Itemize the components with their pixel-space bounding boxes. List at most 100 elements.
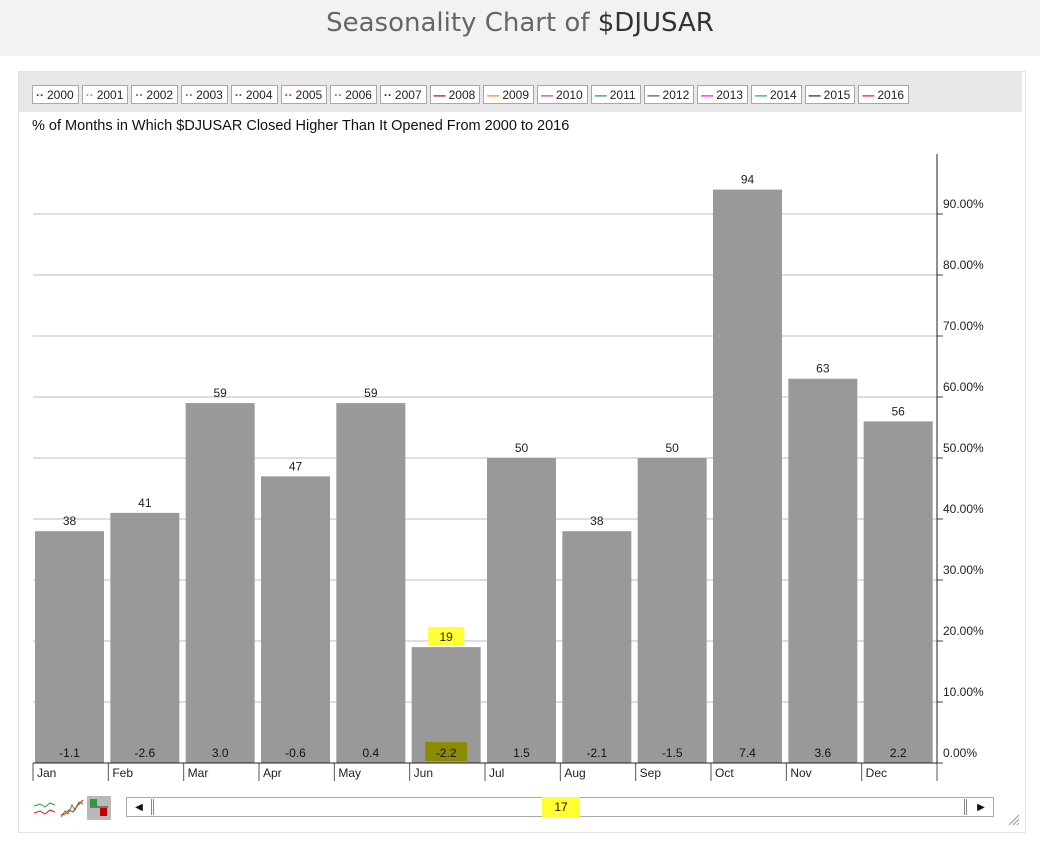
avg-change-label: -1.1 xyxy=(59,746,80,760)
legend-swatch-icon: ·· xyxy=(383,87,392,102)
legend-item-2000[interactable]: ·· 2000 xyxy=(32,85,79,104)
scroll-left-arrow-icon[interactable]: ◀ xyxy=(135,801,143,813)
scroll-right-arrow-icon[interactable]: ▶ xyxy=(977,801,985,813)
y-tick-label: 60.00% xyxy=(943,380,984,394)
bar xyxy=(713,189,782,764)
legend-label: 2009 xyxy=(502,87,530,102)
legend-item-2007[interactable]: ·· 2007 xyxy=(379,85,427,104)
legend-swatch-icon: — xyxy=(594,87,607,102)
bar xyxy=(788,378,858,763)
bar xyxy=(110,512,180,763)
highlight-box xyxy=(428,627,465,646)
line-chart-icon[interactable] xyxy=(32,796,56,820)
bar xyxy=(35,531,104,763)
legend-swatch-icon: ·· xyxy=(284,87,293,102)
symbol-text: $DJUSAR xyxy=(597,8,714,38)
x-tick-label: Jul xyxy=(489,766,504,780)
legend-item-2006[interactable]: ·· 2006 xyxy=(330,85,377,104)
legend-item-2002[interactable]: ·· 2002 xyxy=(131,85,179,104)
legend-swatch-icon: — xyxy=(541,87,554,102)
legend-label: 2006 xyxy=(345,87,372,102)
avg-change-label: 3.0 xyxy=(212,746,229,760)
bar-value-label: 47 xyxy=(289,459,303,473)
page-title: Seasonality Chart of $DJUSAR xyxy=(326,8,714,38)
avg-change-label: -2.2 xyxy=(436,746,457,760)
legend-swatch-icon: ·· xyxy=(36,87,44,102)
x-tick-label: May xyxy=(338,766,361,780)
legend-item-2011[interactable]: —2011 xyxy=(590,85,641,104)
legend-label: 2005 xyxy=(295,87,323,102)
legend-item-2016[interactable]: —2016 xyxy=(858,85,910,104)
legend-item-2015[interactable]: —2015 xyxy=(804,85,856,104)
highlight-box xyxy=(425,742,468,761)
bar xyxy=(637,458,707,763)
page-header: Seasonality Chart of $DJUSAR xyxy=(0,0,1040,56)
bar xyxy=(185,403,255,763)
legend-label: 2002 xyxy=(146,87,174,102)
legend-item-2009[interactable]: —2009 xyxy=(483,85,535,104)
y-tick-label: 70.00% xyxy=(943,319,984,333)
legend-item-2013[interactable]: —2013 xyxy=(697,85,748,104)
legend-label: 2003 xyxy=(196,87,223,102)
bar xyxy=(487,458,556,763)
legend-label: 2008 xyxy=(448,87,476,102)
y-tick-label: 80.00% xyxy=(943,258,984,272)
legend-label: 2015 xyxy=(823,87,851,102)
legend-item-2004[interactable]: ·· 2004 xyxy=(230,85,278,104)
resize-grip-icon[interactable] xyxy=(1006,812,1020,826)
y-tick-label: 10.00% xyxy=(943,685,984,699)
legend-swatch-icon: ·· xyxy=(185,87,194,102)
legend-label: 2014 xyxy=(769,87,797,102)
bar-value-label: 50 xyxy=(665,441,679,455)
legend-item-2001[interactable]: ·· 2001 xyxy=(81,85,129,104)
bar-value-label: 50 xyxy=(515,441,529,455)
legend-label: 2000 xyxy=(47,87,74,102)
y-tick-label: 40.00% xyxy=(943,502,984,516)
legend-label: 2011 xyxy=(609,87,636,102)
legend-item-2014[interactable]: —2014 xyxy=(750,85,802,104)
legend-swatch-icon: ·· xyxy=(135,87,144,102)
avg-change-label: 2.2 xyxy=(890,746,907,760)
year-legend: ·· 2000 ·· 2001 ·· 2002 ·· 2003 ·· 2004 ·· 2005 ·· 20… xyxy=(32,85,912,104)
x-tick-label: Dec xyxy=(866,766,887,780)
avg-change-label: 0.4 xyxy=(362,746,379,760)
legend-swatch-icon: — xyxy=(433,87,446,102)
x-tick-label: Jan xyxy=(37,766,56,780)
legend-item-2010[interactable]: —2010 xyxy=(537,85,588,104)
avg-change-label: -1.5 xyxy=(662,746,683,760)
avg-change-label: 1.5 xyxy=(513,746,530,760)
legend-swatch-icon: ·· xyxy=(334,87,343,102)
zigzag-chart-icon[interactable] xyxy=(60,796,84,820)
bar-value-label: 59 xyxy=(213,386,227,400)
avg-change-label: 3.6 xyxy=(814,746,831,760)
x-tick-label: Sep xyxy=(640,766,662,780)
legend-item-2008[interactable]: —2008 xyxy=(429,85,481,104)
scroll-thumb[interactable] xyxy=(151,799,967,815)
x-tick-label: Oct xyxy=(715,766,734,780)
legend-swatch-icon: — xyxy=(701,87,714,102)
legend-swatch-icon: ·· xyxy=(85,87,94,102)
bar xyxy=(863,421,933,763)
legend-item-2005[interactable]: ·· 2005 xyxy=(280,85,328,104)
legend-item-2012[interactable]: —2012 xyxy=(643,85,695,104)
x-tick-label: Jun xyxy=(414,766,433,780)
x-tick-label: Mar xyxy=(188,766,209,780)
legend-swatch-icon: — xyxy=(487,87,500,102)
avg-change-label: -2.6 xyxy=(134,746,155,760)
x-tick-label: Feb xyxy=(112,766,133,780)
legend-swatch-icon: — xyxy=(647,87,660,102)
x-tick-label: Aug xyxy=(564,766,585,780)
bar-value-label: 38 xyxy=(590,514,604,528)
legend-item-2003[interactable]: ·· 2003 xyxy=(181,85,228,104)
y-tick-label: 20.00% xyxy=(943,624,984,638)
x-tick-label: Nov xyxy=(790,766,811,780)
bar-view-icon[interactable] xyxy=(87,796,111,820)
legend-label: 2004 xyxy=(245,87,273,102)
bar-value-label: 94 xyxy=(741,173,755,187)
legend-label: 2013 xyxy=(716,87,743,102)
legend-swatch-icon: — xyxy=(754,87,767,102)
legend-swatch-icon: — xyxy=(862,87,875,102)
bar xyxy=(562,531,632,763)
bar-value-label: 38 xyxy=(63,514,77,528)
